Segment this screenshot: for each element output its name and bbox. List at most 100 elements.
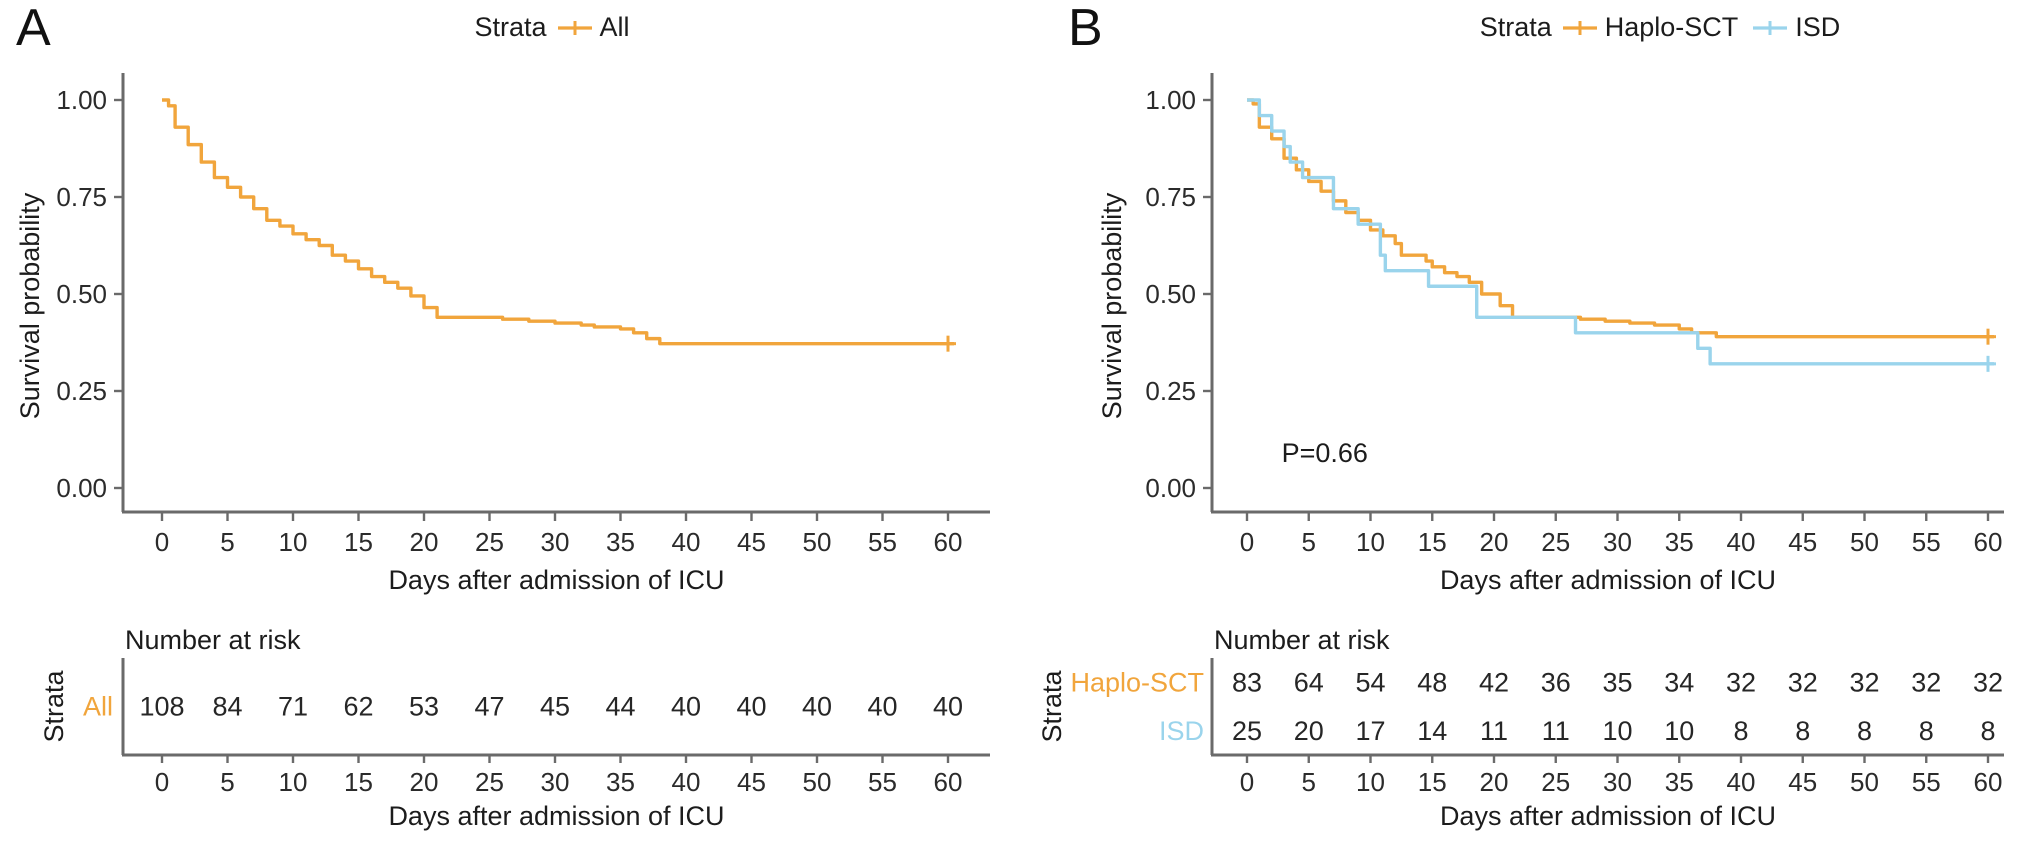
- risk-count: 11: [1480, 716, 1508, 746]
- svg-text:0.50: 0.50: [1145, 279, 1196, 309]
- risk-table: Number at risk Strata Haplo-SCT 83 64 54 48 42 3…: [1037, 625, 2004, 831]
- risk-table-x-title: Days after admission of ICU: [1440, 801, 1776, 831]
- risk-count: 54: [1355, 667, 1385, 697]
- svg-text:5: 5: [220, 527, 234, 557]
- risk-count: 64: [1294, 667, 1324, 697]
- svg-text:0.50: 0.50: [56, 279, 107, 309]
- svg-text:5: 5: [1302, 527, 1316, 557]
- risk-count: 32: [1973, 667, 2003, 697]
- x-axis-title: Days after admission of ICU: [1440, 565, 1776, 595]
- risk-table: Number at risk Strata All 108 84 71 62 53 47 45 44…: [39, 625, 990, 831]
- risk-count: 10: [1664, 716, 1694, 746]
- legend-entry-label: Haplo-SCT: [1604, 12, 1739, 42]
- legend-A: Strata All: [44, 12, 1060, 43]
- risk-table-row-haplo-sct: Haplo-SCT 83 64 54 48 42 36 35 34 32 32 32 32 32: [1070, 667, 2003, 697]
- svg-text:30: 30: [541, 767, 570, 797]
- svg-text:25: 25: [475, 527, 504, 557]
- svg-text:55: 55: [1912, 767, 1941, 797]
- risk-table-axis: 0 5 10 15 20 25 30 35 40 45 50 55 60: [122, 753, 990, 797]
- risk-count: 8: [1980, 716, 1995, 746]
- svg-text:40: 40: [672, 767, 701, 797]
- risk-count: 32: [1911, 667, 1941, 697]
- risk-count: 8: [1733, 716, 1748, 746]
- risk-count: 44: [605, 692, 635, 722]
- risk-count: 71: [278, 692, 308, 722]
- svg-text:30: 30: [541, 527, 570, 557]
- svg-text:5: 5: [1302, 767, 1316, 797]
- panel-label-A: A: [16, 0, 52, 57]
- legend-entry-label: ISD: [1795, 12, 1841, 42]
- panel-label-B: B: [1068, 0, 1104, 57]
- legend-entry-all: All: [557, 12, 630, 43]
- svg-text:10: 10: [1356, 527, 1385, 557]
- y-axis-ticks: 0.00 0.25 0.50 0.75 1.00: [1145, 85, 1212, 503]
- svg-text:0.00: 0.00: [56, 473, 107, 503]
- svg-text:10: 10: [1356, 767, 1385, 797]
- svg-text:40: 40: [672, 527, 701, 557]
- svg-text:20: 20: [1480, 767, 1509, 797]
- risk-count: 35: [1602, 667, 1632, 697]
- svg-text:0.25: 0.25: [1145, 376, 1196, 406]
- pvalue-annotation: P=0.66: [1282, 438, 1368, 468]
- svg-text:0: 0: [1240, 767, 1254, 797]
- risk-count: 10: [1602, 716, 1632, 746]
- risk-count: 40: [802, 692, 832, 722]
- svg-text:35: 35: [1665, 527, 1694, 557]
- svg-text:25: 25: [1541, 767, 1570, 797]
- risk-table-title: Number at risk: [125, 625, 301, 655]
- panel-A: A Strata All 0.00 0.25 0.50 0.75 1.00 0 5 10 15 2…: [15, 0, 990, 831]
- risk-row-label: ISD: [1159, 716, 1204, 746]
- svg-text:0.00: 0.00: [1145, 473, 1196, 503]
- legend-entry-label: All: [599, 12, 630, 42]
- svg-text:60: 60: [1974, 767, 2003, 797]
- axes: 0.00 0.25 0.50 0.75 1.00 0 5 10 15 20 25 30 35 40 45 50…: [1145, 73, 2004, 557]
- svg-text:50: 50: [803, 767, 832, 797]
- risk-count: 40: [867, 692, 897, 722]
- risk-count: 17: [1355, 716, 1385, 746]
- risk-count: 32: [1726, 667, 1756, 697]
- risk-count: 40: [671, 692, 701, 722]
- censor-mark-icon: [1980, 355, 1996, 372]
- risk-count: 36: [1541, 667, 1571, 697]
- y-axis-title: Survival probability: [1097, 192, 1127, 419]
- risk-count: 8: [1919, 716, 1934, 746]
- svg-text:50: 50: [803, 527, 832, 557]
- risk-count: 40: [933, 692, 963, 722]
- svg-text:25: 25: [475, 767, 504, 797]
- risk-count: 20: [1294, 716, 1324, 746]
- risk-count: 14: [1417, 716, 1447, 746]
- svg-text:0.75: 0.75: [56, 182, 107, 212]
- risk-count: 34: [1664, 667, 1694, 697]
- risk-count: 8: [1795, 716, 1810, 746]
- risk-table-strata-label: Strata: [39, 670, 69, 743]
- svg-text:20: 20: [1480, 527, 1509, 557]
- risk-count: 48: [1417, 667, 1447, 697]
- legend-entry-isd: ISD: [1752, 12, 1840, 43]
- svg-text:25: 25: [1541, 527, 1570, 557]
- km-curve-isd: [1247, 98, 1994, 366]
- svg-text:30: 30: [1603, 767, 1632, 797]
- risk-count: 11: [1542, 716, 1570, 746]
- x-axis-title: Days after admission of ICU: [388, 565, 724, 595]
- svg-text:40: 40: [1727, 767, 1756, 797]
- risk-count: 8: [1857, 716, 1872, 746]
- risk-row-label: All: [83, 692, 113, 722]
- legend-entries: Haplo-SCT ISD: [1562, 12, 1840, 43]
- risk-table-strata-label: Strata: [1037, 670, 1067, 743]
- panel-B: B Strata Haplo-SCT ISD 0.00 0.25 0.50 0.75 1.…: [1016, 0, 2032, 842]
- risk-table-title: Number at risk: [1214, 625, 1390, 655]
- svg-text:1.00: 1.00: [56, 85, 107, 115]
- svg-text:10: 10: [279, 527, 308, 557]
- svg-text:0: 0: [1240, 527, 1254, 557]
- svg-text:10: 10: [279, 767, 308, 797]
- svg-text:20: 20: [410, 527, 439, 557]
- km-line-censor-icon: [1753, 20, 1788, 35]
- legend-entry-haplo-sct: Haplo-SCT: [1562, 12, 1739, 43]
- svg-text:60: 60: [934, 767, 963, 797]
- svg-text:45: 45: [1788, 527, 1817, 557]
- legend-title: Strata: [1479, 12, 1552, 42]
- km-line-censor-icon: [557, 20, 592, 35]
- legend-B: Strata Haplo-SCT ISD: [1152, 12, 2032, 43]
- svg-text:50: 50: [1850, 767, 1879, 797]
- svg-text:55: 55: [1912, 527, 1941, 557]
